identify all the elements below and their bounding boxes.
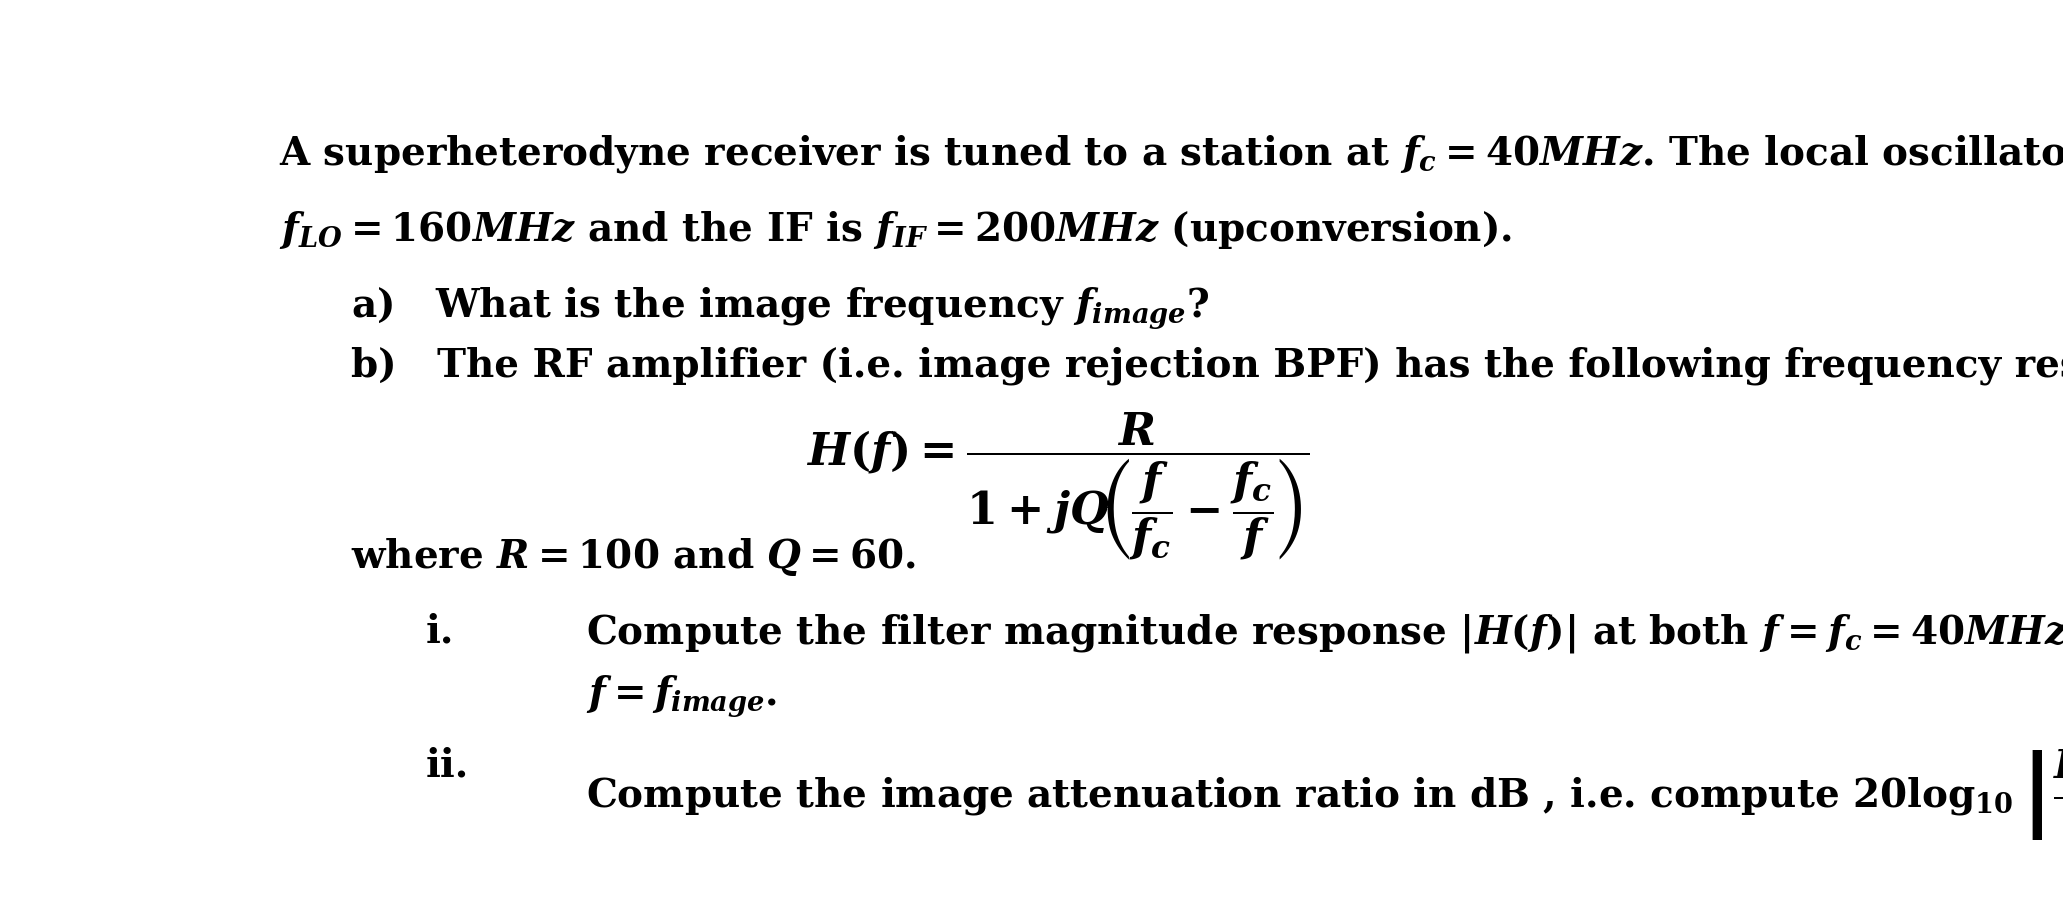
Text: A superheterodyne receiver is tuned to a station at $f_c = 40MHz$. The local osc: A superheterodyne receiver is tuned to a… bbox=[279, 133, 2063, 174]
Text: Compute the image attenuation ratio in dB , i.e. compute $20\log_{10}\left|\dfra: Compute the image attenuation ratio in d… bbox=[586, 746, 2063, 842]
Text: where $R = 100$ and $Q = 60$.: where $R = 100$ and $Q = 60$. bbox=[351, 536, 916, 577]
Text: b)   The RF amplifier (i.e. image rejection BPF) has the following frequency res: b) The RF amplifier (i.e. image rejectio… bbox=[351, 345, 2063, 384]
Text: Compute the filter magnitude response $|H(f)|$ at both $f = f_c = 40MHz$ and: Compute the filter magnitude response $|… bbox=[586, 612, 2063, 655]
Text: $f_{LO} = 160MHz$ and the IF is $f_{IF} = 200MHz$ (upconversion).: $f_{LO} = 160MHz$ and the IF is $f_{IF} … bbox=[279, 209, 1512, 251]
Text: $H(f) = \dfrac{R}{1 + jQ\!\left(\dfrac{f}{f_c} - \dfrac{f_c}{f}\right)}$: $H(f) = \dfrac{R}{1 + jQ\!\left(\dfrac{f… bbox=[805, 410, 1310, 562]
Text: $f = f_{image}.$: $f = f_{image}.$ bbox=[586, 672, 778, 718]
Text: i.: i. bbox=[425, 612, 454, 649]
Text: a)   What is the image frequency $f_{image}$?: a) What is the image frequency $f_{image… bbox=[351, 285, 1209, 331]
Text: ii.: ii. bbox=[425, 746, 468, 784]
